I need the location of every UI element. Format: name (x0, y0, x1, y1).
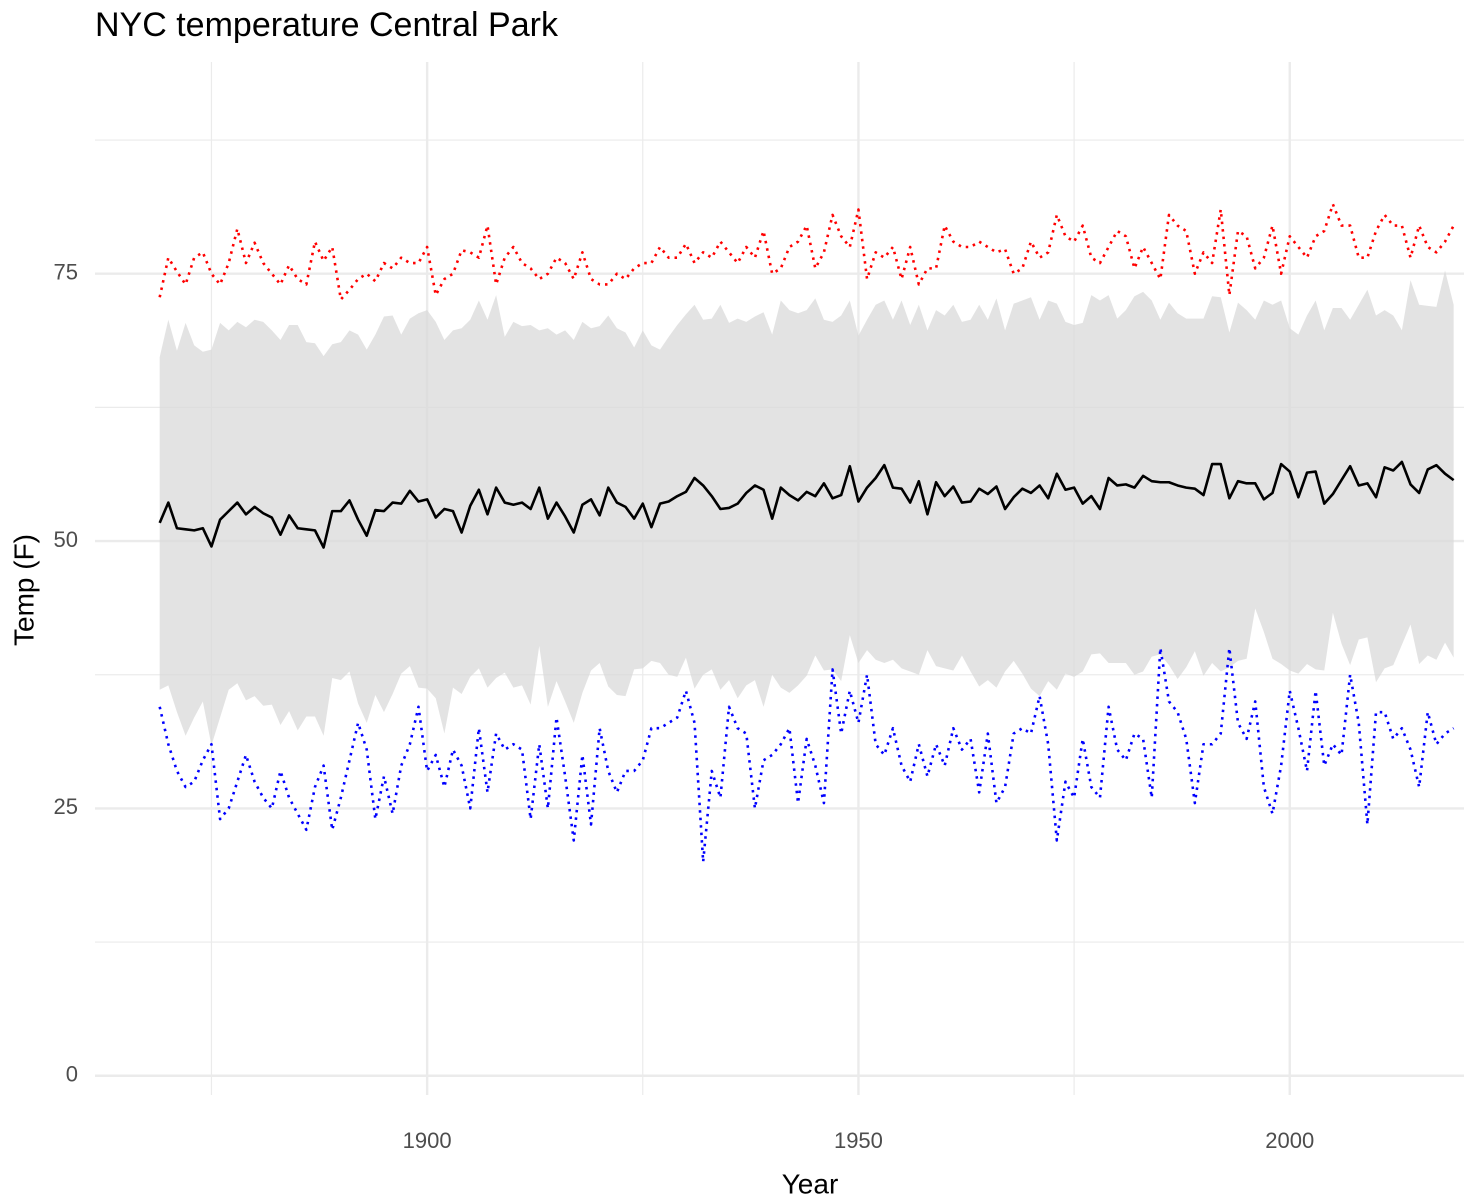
y-tick-label: 0 (66, 1062, 78, 1087)
chart-title: NYC temperature Central Park (95, 6, 559, 44)
temperature-line (158, 460, 1455, 549)
x-tick-label: 1950 (834, 1128, 883, 1153)
x-axis-label: Year (782, 1168, 839, 1199)
y-tick-label: 25 (54, 794, 78, 819)
x-tick-label: 2000 (1265, 1128, 1314, 1153)
temperature-line (158, 202, 1455, 301)
temperature-line (158, 646, 1455, 864)
y-axis-label: Temp (F) (8, 534, 39, 646)
y-tick-label: 50 (54, 527, 78, 552)
x-tick-label: 1900 (403, 1128, 452, 1153)
range-ribbon (159, 270, 1454, 746)
y-tick-label: 75 (54, 260, 78, 285)
